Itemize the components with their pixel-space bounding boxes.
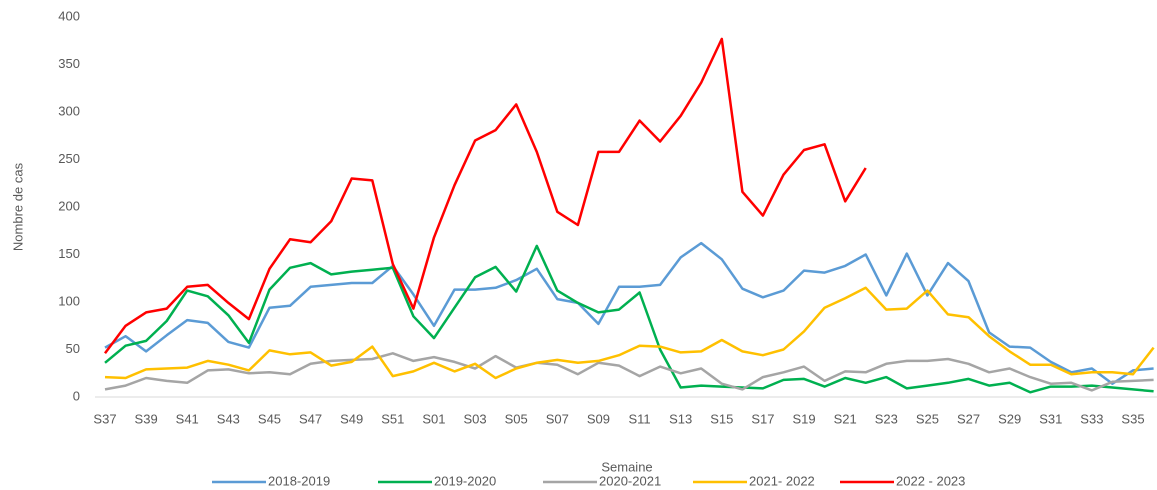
y-tick-label: 250 bbox=[58, 151, 80, 166]
x-tick-label: S23 bbox=[875, 411, 898, 426]
legend-label: 2020-2021 bbox=[599, 473, 661, 488]
x-tick-label: S33 bbox=[1080, 411, 1103, 426]
x-tick-label: S13 bbox=[669, 411, 692, 426]
x-tick-label: S43 bbox=[217, 411, 240, 426]
x-tick-label: S45 bbox=[258, 411, 281, 426]
series-line bbox=[104, 286, 1155, 380]
y-tick-label: 200 bbox=[58, 198, 80, 213]
y-tick-label: 150 bbox=[58, 246, 80, 261]
x-tick-label: S09 bbox=[587, 411, 610, 426]
x-tick-label: S41 bbox=[176, 411, 199, 426]
series-line bbox=[104, 352, 1154, 392]
y-tick-label: 400 bbox=[58, 8, 80, 23]
x-tick-label: S35 bbox=[1121, 411, 1144, 426]
x-tick-label: S15 bbox=[710, 411, 733, 426]
x-tick-label: S51 bbox=[381, 411, 404, 426]
legend-label: 2018-2019 bbox=[268, 473, 330, 488]
x-axis-label: Semaine bbox=[601, 459, 652, 474]
y-axis-label: Nombre de cas bbox=[10, 162, 25, 251]
y-tick-label: 0 bbox=[73, 388, 80, 403]
series-line bbox=[104, 244, 1154, 394]
x-tick-label: S47 bbox=[299, 411, 322, 426]
x-tick-label: S39 bbox=[135, 411, 158, 426]
y-tick-label: 350 bbox=[58, 56, 80, 71]
x-tick-label: S05 bbox=[505, 411, 528, 426]
x-tick-label: S19 bbox=[792, 411, 815, 426]
x-tick-label: S25 bbox=[916, 411, 939, 426]
y-tick-label: 100 bbox=[58, 293, 80, 308]
x-tick-label: S21 bbox=[834, 411, 857, 426]
x-tick-label: S37 bbox=[93, 411, 116, 426]
y-tick-label: 50 bbox=[66, 341, 80, 356]
legend-label: 2021- 2022 bbox=[749, 473, 815, 488]
series-line bbox=[103, 37, 867, 355]
x-tick-label: S27 bbox=[957, 411, 980, 426]
x-tick-label: S49 bbox=[340, 411, 363, 426]
y-tick-label: 300 bbox=[58, 103, 80, 118]
x-tick-label: S31 bbox=[1039, 411, 1062, 426]
x-tick-label: S01 bbox=[422, 411, 445, 426]
x-tick-label: S29 bbox=[998, 411, 1021, 426]
x-tick-label: S11 bbox=[628, 411, 650, 426]
legend-label: 2019-2020 bbox=[434, 473, 496, 488]
x-tick-label: S17 bbox=[751, 411, 774, 426]
series-line bbox=[104, 241, 1154, 385]
x-tick-label: S03 bbox=[464, 411, 487, 426]
legend-label: 2022 - 2023 bbox=[896, 473, 965, 488]
x-tick-label: S07 bbox=[546, 411, 569, 426]
